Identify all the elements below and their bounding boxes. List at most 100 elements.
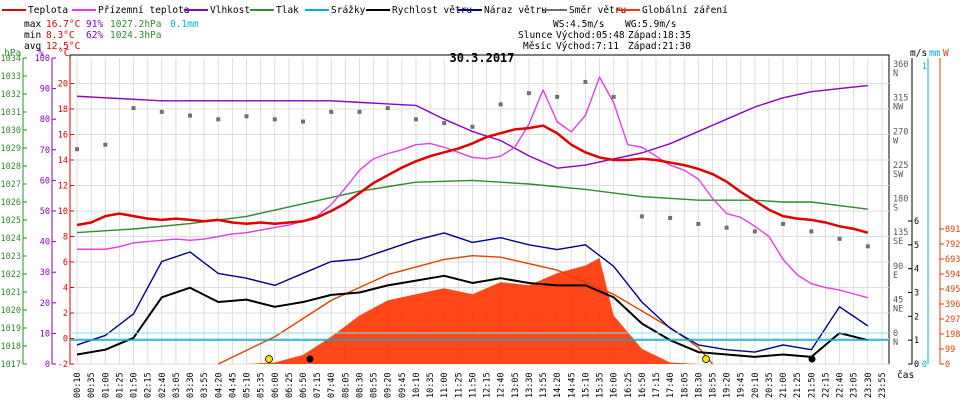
time-axis-unit: čas xyxy=(897,370,914,381)
moon-set: Západ:21:30 xyxy=(628,41,691,52)
wind-direction-degree-label: 270 xyxy=(893,127,908,137)
wind-direction-compass-label: E xyxy=(893,271,898,281)
time-tick-label: 15:10 xyxy=(581,372,591,398)
right-axis-ticks: 0N45NE90E135SE180S225SW270W315NW360N0123… xyxy=(893,60,960,370)
wind-direction-point xyxy=(498,102,503,107)
temperature-tick-label: 0 xyxy=(63,335,68,345)
time-tick-label: 06:50 xyxy=(299,372,309,398)
stats-block: max 16.7°C 91% 1027.2hPa 0.1mm min 8.3°C… xyxy=(24,19,199,52)
legend-label-srazky: Srážky xyxy=(331,5,366,16)
radiation-tick-label: 396 xyxy=(945,300,960,310)
time-tick-label: 11:50 xyxy=(468,372,478,398)
wind-direction-compass-label: S xyxy=(893,204,898,214)
radiation-area xyxy=(77,257,868,364)
wind-direction-point xyxy=(75,147,80,152)
time-tick-label: 04:45 xyxy=(228,372,238,398)
time-tick-label: 10:10 xyxy=(412,372,422,398)
temperature-line xyxy=(76,124,869,234)
stats-max-label: max xyxy=(24,19,41,30)
legend-label-naraz-vetru: Náraz větru xyxy=(484,5,547,16)
time-tick-label: 15:35 xyxy=(596,372,606,398)
time-tick-label: 07:15 xyxy=(313,372,323,398)
time-tick-label: 13:30 xyxy=(525,372,535,398)
legend-label-globalni-zareni: Globální záření xyxy=(642,5,728,16)
time-tick-label: 18:05 xyxy=(680,372,690,398)
wind-direction-point xyxy=(696,221,701,226)
time-tick-label: 21:25 xyxy=(793,372,803,398)
axis-unit-headers: hPa % °C m/s mm W xyxy=(4,48,949,59)
time-tick-label: 23:55 xyxy=(878,372,888,398)
time-tick-label: 04:20 xyxy=(214,372,224,398)
wind-direction-point xyxy=(526,91,531,96)
pressure-tick-label: 1029 xyxy=(1,144,21,154)
stats-min-label: min xyxy=(24,30,41,41)
humidity-tick-label: 60 xyxy=(40,176,50,186)
wind-direction-compass-label: NW xyxy=(893,103,904,113)
wind-speed-tick-label: 2 xyxy=(914,312,919,322)
chart-title: 30.3.2017 xyxy=(449,51,514,65)
wind-direction-compass-label: SW xyxy=(893,170,904,180)
time-tick-label: 12:15 xyxy=(483,372,493,398)
wind-direction-point xyxy=(300,119,305,124)
wind-direction-point xyxy=(272,117,277,122)
time-tick-label: 05:10 xyxy=(243,372,253,398)
wind-direction-point xyxy=(837,236,842,241)
moonrise-marker xyxy=(306,355,314,363)
humidity-tick-label: 100 xyxy=(35,54,50,64)
time-tick-label: 00:35 xyxy=(87,372,97,398)
pressure-tick-label: 1022 xyxy=(1,270,21,280)
time-tick-label: 01:50 xyxy=(130,372,140,398)
sun-rise: Východ:05:48 xyxy=(556,30,625,41)
wind-speed-tick-label: 1 xyxy=(914,336,919,346)
time-tick-label: 02:15 xyxy=(144,372,154,398)
radiation-unit-label: W xyxy=(943,48,949,59)
time-tick-label: 19:20 xyxy=(723,372,733,398)
wind-direction-degree-label: 135 xyxy=(893,228,908,238)
legend-label-vlhkost: Vlhkost xyxy=(210,5,250,16)
wind-direction-compass-label: SE xyxy=(893,237,903,247)
wind-direction-point xyxy=(103,142,108,147)
wind-direction-point xyxy=(668,215,673,220)
wind-direction-point xyxy=(159,109,164,114)
time-tick-label: 08:30 xyxy=(355,372,365,398)
wind-direction-degree-label: 0 xyxy=(893,329,898,339)
time-tick-label: 08:05 xyxy=(341,372,351,398)
wind-direction-degree-label: 315 xyxy=(893,94,908,104)
sunset-marker xyxy=(702,355,710,363)
time-tick-label: 13:05 xyxy=(511,372,521,398)
pressure-tick-label: 1020 xyxy=(1,306,21,316)
pressure-tick-label: 1023 xyxy=(1,252,21,262)
humidity-tick-label: 20 xyxy=(40,299,50,309)
wind-direction-point xyxy=(216,117,221,122)
wind-speed-tick-label: 5 xyxy=(914,241,919,251)
humidity-tick-label: 80 xyxy=(40,115,50,125)
humidity-tick-label: 90 xyxy=(40,85,50,95)
time-tick-label: 11:00 xyxy=(440,372,450,398)
wind-direction-point xyxy=(470,124,475,129)
pressure-tick-label: 1024 xyxy=(1,234,21,244)
stats-avg-temp: 12.5°C xyxy=(46,41,80,52)
time-tick-label: 11:25 xyxy=(454,372,464,398)
time-tick-label: 22:15 xyxy=(821,372,831,398)
wind-direction-point xyxy=(724,225,729,230)
moon-label: Měsíc xyxy=(523,41,552,52)
time-tick-label: 19:45 xyxy=(737,372,747,398)
wind-direction-point xyxy=(809,229,814,234)
pressure-tick-label: 1021 xyxy=(1,288,21,298)
pressure-tick-label: 1030 xyxy=(1,126,21,136)
radiation-tick-label: 693 xyxy=(945,255,960,265)
legend-label-rychlost-vetru: Rychlost větru xyxy=(392,5,472,16)
legend-label-prizemni-teplota: Přízemní teplota xyxy=(98,5,190,16)
humidity-tick-label: 30 xyxy=(40,268,50,278)
time-tick-label: 03:30 xyxy=(186,372,196,398)
wind-sun-info: WS:4.5m/s WG:5.9m/s Slunce Východ:05:48 … xyxy=(518,19,691,52)
humidity-tick-label: 50 xyxy=(40,207,50,217)
time-tick-label: 06:00 xyxy=(271,372,281,398)
wind-direction-point xyxy=(555,94,560,99)
pressure-tick-label: 1027 xyxy=(1,180,21,190)
wind-direction-point xyxy=(385,106,390,111)
temperature-tick-label: 14 xyxy=(58,156,68,166)
stats-max-humidity: 91% xyxy=(86,19,103,30)
temperature-tick-label: 4 xyxy=(63,284,68,294)
time-tick-label: 02:40 xyxy=(158,372,168,398)
